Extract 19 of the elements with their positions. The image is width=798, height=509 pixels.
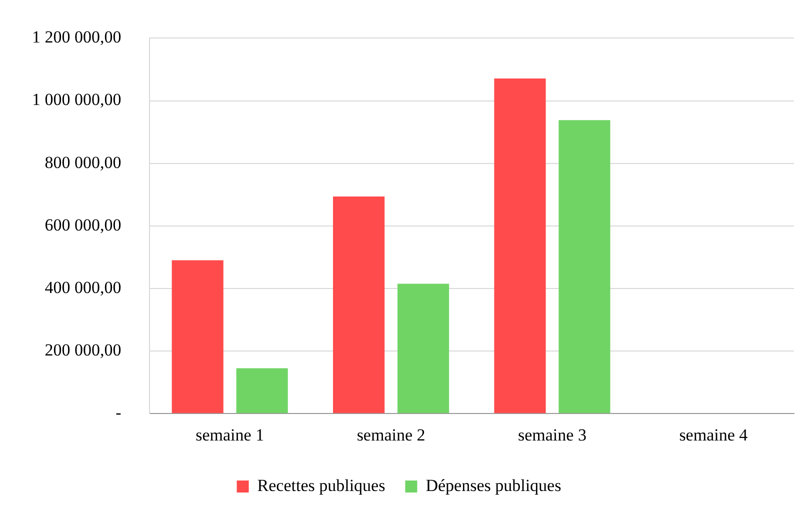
y-tick-label: 400 000,00: [44, 278, 122, 297]
x-tick-label: semaine 4: [679, 425, 748, 444]
bar: [397, 284, 450, 414]
y-tick-label: -: [116, 403, 122, 422]
x-tick-label: semaine 1: [196, 425, 264, 444]
legend-label: Dépenses publiques: [426, 476, 562, 495]
y-tick-label: 600 000,00: [44, 215, 122, 234]
bar: [236, 368, 288, 414]
x-tick-label: semaine 2: [356, 425, 426, 444]
y-tick-label: 1 000 000,00: [32, 90, 122, 110]
y-tick-label: 800 000,00: [44, 152, 122, 172]
legend-label: Recettes publiques: [257, 476, 386, 495]
y-tick-label: 200 000,00: [44, 340, 122, 360]
bar: [172, 260, 224, 414]
bar: [558, 120, 610, 414]
bar: [494, 78, 546, 414]
x-tick-label: semaine 3: [518, 425, 586, 444]
bar: [333, 196, 385, 414]
y-tick-label: 1 200 000,00: [32, 28, 122, 47]
